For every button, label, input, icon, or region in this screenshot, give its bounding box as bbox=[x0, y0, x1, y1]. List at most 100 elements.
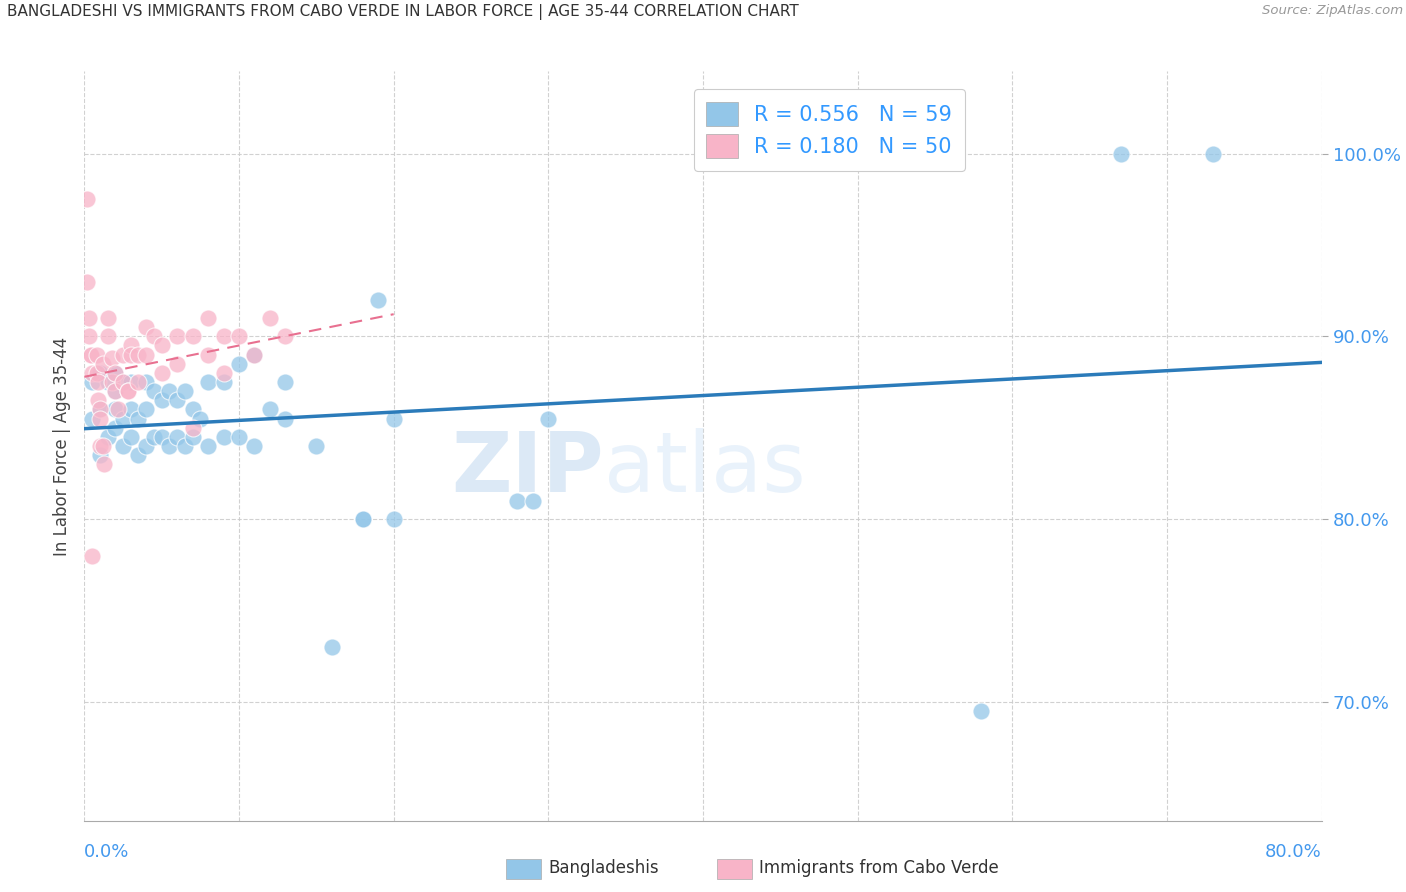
Point bbox=[367, 293, 389, 307]
Point bbox=[188, 411, 212, 425]
Point bbox=[86, 366, 108, 380]
Point bbox=[159, 439, 181, 453]
Point bbox=[143, 384, 166, 399]
Point bbox=[243, 348, 266, 362]
Point bbox=[89, 411, 111, 425]
Point bbox=[117, 384, 139, 399]
Point bbox=[117, 384, 139, 399]
Point bbox=[970, 704, 993, 718]
Point bbox=[212, 430, 235, 444]
Point bbox=[166, 329, 188, 343]
Point bbox=[112, 411, 135, 425]
Point bbox=[166, 393, 188, 408]
Point bbox=[135, 320, 157, 334]
Point bbox=[274, 375, 297, 389]
Point bbox=[79, 348, 101, 362]
Point bbox=[181, 430, 204, 444]
Point bbox=[86, 348, 108, 362]
Point bbox=[537, 411, 560, 425]
Point bbox=[87, 393, 110, 408]
Point bbox=[101, 351, 124, 366]
Point bbox=[104, 384, 127, 399]
Point bbox=[97, 430, 120, 444]
Legend: R = 0.556   N = 59, R = 0.180   N = 50: R = 0.556 N = 59, R = 0.180 N = 50 bbox=[695, 89, 965, 170]
Point bbox=[89, 366, 111, 380]
Point bbox=[104, 384, 127, 399]
Point bbox=[228, 329, 250, 343]
Point bbox=[82, 549, 104, 563]
Y-axis label: In Labor Force | Age 35-44: In Labor Force | Age 35-44 bbox=[53, 336, 72, 556]
Point bbox=[382, 411, 405, 425]
Point bbox=[522, 493, 544, 508]
Point bbox=[197, 375, 219, 389]
Point bbox=[212, 366, 235, 380]
Point bbox=[135, 348, 157, 362]
Point bbox=[112, 348, 135, 362]
Point bbox=[93, 457, 115, 471]
Point bbox=[87, 375, 110, 389]
Point bbox=[1109, 146, 1132, 161]
Point bbox=[243, 439, 266, 453]
Point bbox=[104, 366, 127, 380]
Point bbox=[97, 329, 120, 343]
Text: 80.0%: 80.0% bbox=[1265, 843, 1322, 861]
Text: atlas: atlas bbox=[605, 428, 806, 509]
Text: Immigrants from Cabo Verde: Immigrants from Cabo Verde bbox=[759, 859, 1000, 877]
Point bbox=[128, 348, 150, 362]
Point bbox=[76, 192, 98, 206]
Point bbox=[181, 421, 204, 435]
Point bbox=[259, 402, 281, 417]
Point bbox=[77, 329, 100, 343]
Point bbox=[197, 348, 219, 362]
Point bbox=[135, 375, 157, 389]
Point bbox=[97, 375, 120, 389]
Point bbox=[120, 338, 142, 352]
Point bbox=[166, 357, 188, 371]
Point bbox=[89, 402, 111, 417]
Point bbox=[79, 348, 101, 362]
Text: 0.0%: 0.0% bbox=[84, 843, 129, 861]
Text: ZIP: ZIP bbox=[451, 428, 605, 509]
Text: Source: ZipAtlas.com: Source: ZipAtlas.com bbox=[1263, 4, 1403, 18]
Point bbox=[89, 448, 111, 462]
Point bbox=[212, 375, 235, 389]
Point bbox=[174, 384, 197, 399]
Point bbox=[150, 338, 173, 352]
Point bbox=[143, 430, 166, 444]
Point bbox=[159, 384, 181, 399]
Point bbox=[120, 375, 142, 389]
Point bbox=[120, 402, 142, 417]
Point bbox=[112, 375, 135, 389]
Point bbox=[305, 439, 328, 453]
Point bbox=[197, 439, 219, 453]
Point bbox=[382, 512, 405, 526]
Point bbox=[104, 366, 127, 380]
Point bbox=[1202, 146, 1225, 161]
Point bbox=[135, 402, 157, 417]
Point bbox=[150, 430, 173, 444]
Point bbox=[107, 402, 129, 417]
Point bbox=[77, 311, 100, 326]
Point bbox=[150, 366, 173, 380]
Point bbox=[228, 430, 250, 444]
Point bbox=[128, 411, 150, 425]
Text: Bangladeshis: Bangladeshis bbox=[548, 859, 659, 877]
Point bbox=[243, 348, 266, 362]
Point bbox=[259, 311, 281, 326]
Point bbox=[128, 448, 150, 462]
Point bbox=[91, 439, 114, 453]
Point bbox=[212, 329, 235, 343]
Point bbox=[352, 512, 374, 526]
Point bbox=[89, 402, 111, 417]
Point bbox=[104, 402, 127, 417]
Point bbox=[321, 640, 343, 654]
Point bbox=[112, 375, 135, 389]
Point bbox=[112, 439, 135, 453]
Point bbox=[274, 411, 297, 425]
Point bbox=[181, 329, 204, 343]
Point bbox=[197, 311, 219, 326]
Point bbox=[143, 329, 166, 343]
Point bbox=[181, 402, 204, 417]
Point bbox=[120, 348, 142, 362]
Point bbox=[82, 375, 104, 389]
